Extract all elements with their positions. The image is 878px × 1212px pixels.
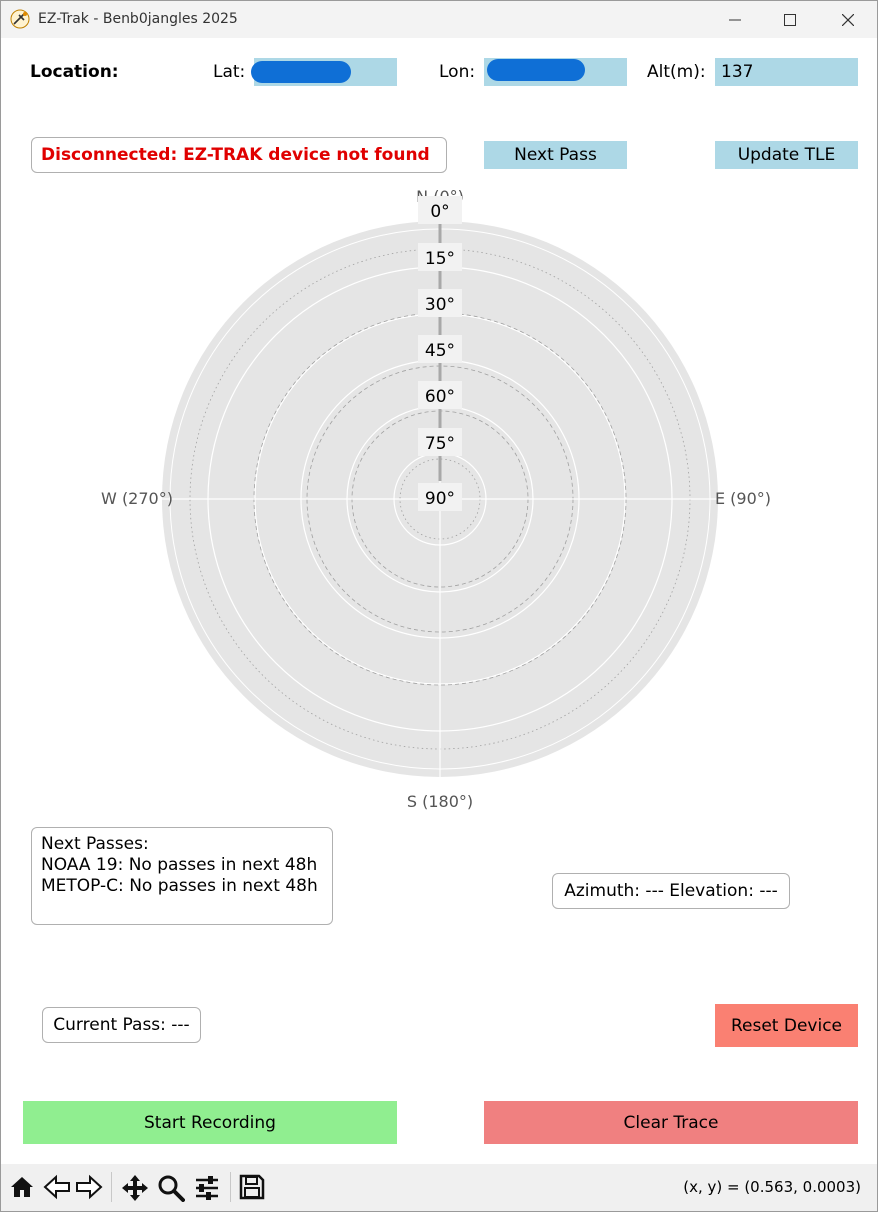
elevation-tick-labels: 0° 15° 30° 45° 60° 75° 90°: [418, 196, 462, 511]
alt-label: Alt(m):: [647, 62, 706, 82]
elevation-tick-label: 15°: [425, 249, 455, 269]
elevation-tick-bg: [418, 335, 462, 363]
elevation-tick-bg: [418, 196, 462, 224]
toolbar-separator: [230, 1172, 231, 1202]
elevation-tick-label: 75°: [425, 434, 455, 454]
elevation-tick-bg: [418, 381, 462, 409]
app-logo-icon: [10, 9, 30, 29]
elevation-tick-label: 0°: [430, 202, 449, 222]
current-pass-box: Current Pass: ---: [42, 1007, 201, 1043]
clear-trace-button[interactable]: Clear Trace: [484, 1101, 858, 1144]
start-recording-button[interactable]: Start Recording: [23, 1101, 397, 1144]
south-label: S (180°): [407, 792, 473, 811]
elevation-tick-label: 60°: [425, 387, 455, 407]
redaction-mark: [251, 61, 351, 83]
plot-toolbar: (x, y) = (0.563, 0.0003): [1, 1164, 877, 1211]
pan-icon[interactable]: [121, 1174, 149, 1202]
close-icon: [842, 13, 854, 26]
maximize-icon: [784, 13, 796, 26]
elevation-tick-bg: [418, 243, 462, 271]
minimize-button[interactable]: [706, 1, 764, 38]
reset-device-button[interactable]: Reset Device: [715, 1004, 858, 1047]
forward-icon[interactable]: [75, 1174, 103, 1200]
location-label: Location:: [30, 62, 119, 82]
cursor-coordinates: (x, y) = (0.563, 0.0003): [683, 1178, 861, 1196]
close-button[interactable]: [819, 1, 877, 38]
alt-input[interactable]: 137: [715, 58, 858, 86]
update-tle-button[interactable]: Update TLE: [715, 141, 858, 169]
next-pass-line-1: NOAA 19: No passes in next 48h: [41, 855, 318, 875]
status-box: Disconnected: EZ-TRAK device not found: [31, 137, 447, 173]
elevation-tick-bg: [418, 289, 462, 317]
home-icon[interactable]: [9, 1174, 35, 1200]
zoom-icon[interactable]: [157, 1174, 185, 1202]
elevation-tick-label: 30°: [425, 295, 455, 315]
elevation-tick-label: 90°: [425, 489, 455, 509]
title-bar: EZ-Trak - Benb0jangles 2025: [1, 1, 877, 38]
lat-label: Lat:: [213, 62, 246, 82]
redaction-mark: [487, 59, 585, 81]
toolbar-separator: [111, 1172, 112, 1202]
save-icon[interactable]: [239, 1174, 265, 1200]
sky-polar-plot[interactable]: N (0°) E (90°) S (180°) W (270°) 0°15°30…: [81, 181, 801, 821]
az-el-text: Azimuth: --- Elevation: ---: [564, 881, 778, 901]
window-title: EZ-Trak - Benb0jangles 2025: [38, 11, 238, 27]
current-pass-text: Current Pass: ---: [53, 1015, 190, 1035]
east-label: E (90°): [715, 489, 771, 508]
next-pass-button[interactable]: Next Pass: [484, 141, 627, 169]
configure-icon[interactable]: [193, 1174, 221, 1202]
back-icon[interactable]: [43, 1174, 71, 1200]
maximize-button[interactable]: [761, 1, 819, 38]
next-passes-box: Next Passes: NOAA 19: No passes in next …: [31, 827, 333, 925]
az-el-readout: Azimuth: --- Elevation: ---: [552, 873, 790, 909]
elevation-tick-label: 45°: [425, 341, 455, 361]
lon-label: Lon:: [439, 62, 476, 82]
west-label: W (270°): [101, 489, 173, 508]
connection-status: Disconnected: EZ-TRAK device not found: [41, 145, 430, 165]
next-pass-line-2: METOP-C: No passes in next 48h: [41, 876, 318, 896]
next-passes-title: Next Passes:: [41, 834, 149, 854]
elevation-tick-bg: [418, 428, 462, 456]
elevation-tick-bg: [418, 483, 462, 511]
minimize-icon: [729, 19, 741, 20]
